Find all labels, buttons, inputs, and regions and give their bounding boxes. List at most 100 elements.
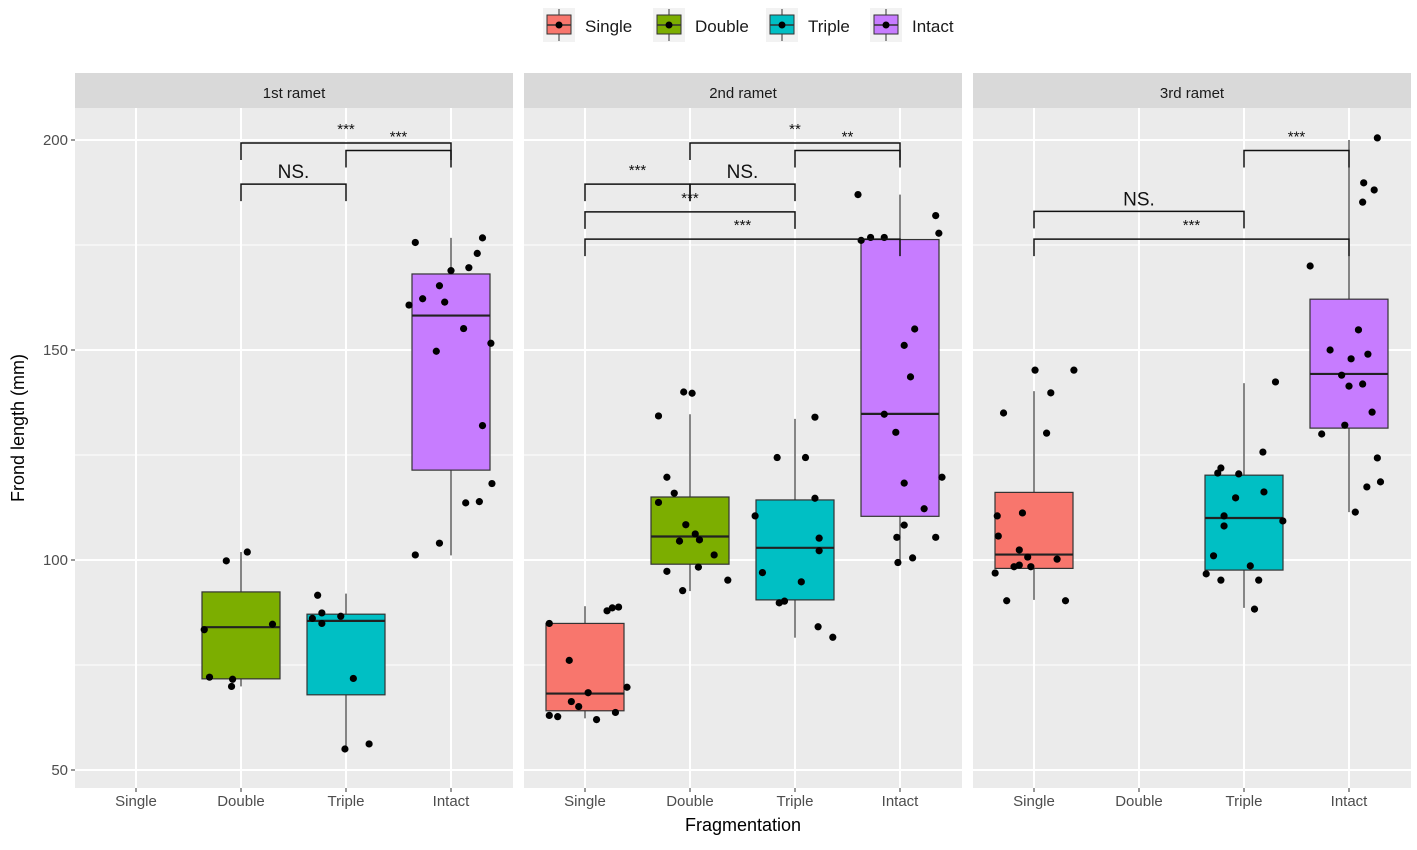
data-point (318, 619, 326, 628)
data-point (1359, 198, 1367, 206)
y-axis-title: Frond length (mm) (8, 354, 28, 502)
significance-label: *** (337, 121, 355, 138)
data-point (932, 212, 940, 220)
panel-strip (75, 73, 513, 108)
data-point (603, 607, 611, 615)
data-point (1053, 555, 1061, 563)
data-point (1024, 553, 1032, 561)
panel-1: 1st ramet Single Double Triple Intact *** *** N… (75, 73, 513, 810)
data-point (1359, 380, 1367, 388)
data-point (688, 389, 696, 397)
significance-label: ** (842, 129, 854, 146)
data-point (478, 422, 487, 430)
significance-label: *** (1183, 217, 1201, 234)
data-point (565, 656, 573, 664)
data-point (1373, 134, 1381, 142)
x-axis-title: Fragmentation (685, 815, 801, 835)
data-point (222, 557, 230, 565)
box-iqr (545, 622, 625, 712)
bracket-line (1243, 149, 1350, 168)
box-intact (860, 194, 940, 563)
y-axis: 50 100 150 200 (43, 132, 75, 779)
data-point (880, 233, 888, 242)
data-point (1354, 326, 1363, 334)
legend-key-point (882, 21, 890, 29)
box-iqr (1204, 474, 1284, 571)
data-point (435, 282, 444, 290)
data-point (880, 410, 888, 418)
x-tick-label: Triple (328, 793, 365, 810)
data-point (1306, 262, 1314, 270)
legend-key-point (555, 21, 563, 29)
data-point (1003, 597, 1011, 605)
data-point (349, 674, 357, 683)
data-point (205, 673, 214, 681)
significance-bracket: *** (1033, 217, 1350, 257)
data-point (991, 569, 999, 577)
significance-label: *** (681, 190, 699, 207)
data-point (1250, 605, 1259, 613)
y-tick-label: 50 (51, 762, 68, 779)
data-point (773, 453, 781, 462)
data-point (932, 533, 940, 541)
data-point (1214, 469, 1222, 477)
data-point (893, 533, 901, 541)
panel-strip (973, 73, 1411, 108)
panel-title: 1st ramet (263, 85, 326, 102)
data-point (575, 702, 583, 711)
data-point (682, 521, 690, 529)
data-point (1341, 421, 1349, 429)
data-point (1217, 576, 1225, 584)
data-point (1061, 597, 1070, 605)
data-point (724, 576, 732, 584)
data-point (1351, 508, 1359, 516)
data-point (811, 413, 819, 421)
data-point (691, 530, 699, 538)
x-tick-label: Intact (882, 793, 920, 810)
data-point (567, 697, 575, 706)
data-point (432, 347, 440, 355)
x-tick-label: Intact (1331, 793, 1369, 810)
data-point (654, 412, 663, 420)
data-point (694, 563, 703, 571)
data-point (545, 711, 553, 720)
data-point (679, 587, 687, 595)
data-point (675, 537, 684, 545)
data-point (654, 498, 663, 507)
data-point (475, 498, 483, 506)
data-point (1373, 454, 1381, 462)
data-point (1326, 346, 1334, 354)
data-point (994, 532, 1002, 540)
box-intact (411, 237, 491, 556)
data-point (1368, 408, 1376, 416)
data-point (1018, 509, 1027, 517)
data-point (1260, 488, 1268, 496)
box-iqr (201, 591, 281, 680)
legend-label: Single (585, 17, 632, 36)
data-point (1370, 186, 1378, 194)
data-point (900, 341, 908, 349)
data-point (1318, 430, 1326, 438)
box-iqr (1309, 298, 1389, 429)
data-point (487, 339, 495, 347)
data-point (441, 298, 449, 306)
data-point (611, 708, 620, 717)
data-point (419, 295, 427, 303)
box-intact (1309, 140, 1389, 513)
legend-key-point (665, 21, 673, 29)
data-point (341, 745, 349, 753)
data-point (892, 428, 900, 436)
box-triple (306, 593, 386, 749)
data-point (867, 233, 875, 242)
data-point (1338, 371, 1346, 379)
panel-title: 3rd ramet (1160, 85, 1225, 102)
data-point (1015, 546, 1023, 554)
data-point (1232, 494, 1240, 502)
data-point (920, 505, 928, 513)
data-point (1015, 561, 1023, 569)
data-point (1347, 355, 1355, 363)
data-point (488, 479, 496, 488)
data-point (227, 682, 236, 691)
bracket-line (240, 183, 347, 202)
